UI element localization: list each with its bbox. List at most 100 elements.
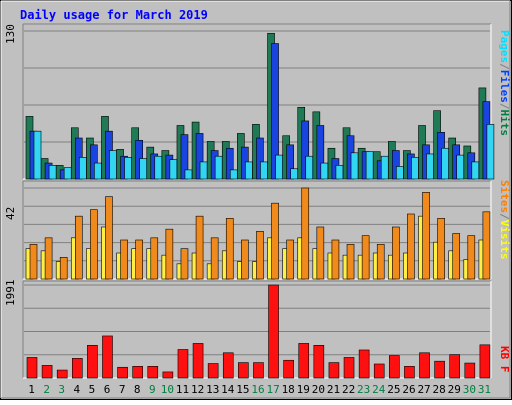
bar-sites xyxy=(437,218,445,280)
bar-pages xyxy=(411,157,419,180)
bar-files xyxy=(195,133,204,180)
x-tick-label: 31 xyxy=(478,383,491,396)
bar-kb-f xyxy=(192,343,204,379)
bar-pages xyxy=(335,165,344,180)
bar-pages xyxy=(139,158,147,180)
bar-sites xyxy=(482,211,491,280)
x-tick-label: 12 xyxy=(191,383,204,396)
bar-kb-f xyxy=(389,355,400,379)
panel-visits-sites: 42 Sites/Visits xyxy=(4,180,511,280)
bar-pages xyxy=(94,162,102,180)
bar-sites xyxy=(316,226,325,280)
bar-kb-f xyxy=(162,371,174,379)
bar-kb-f xyxy=(87,345,98,379)
bar-pages xyxy=(275,154,283,180)
bar-files xyxy=(256,137,264,180)
bar-kb-f xyxy=(177,349,189,379)
bar-kb-f xyxy=(373,363,385,379)
bar-kb-f xyxy=(313,345,325,379)
y-max-label: 130 xyxy=(4,24,17,44)
bar-sites xyxy=(210,237,219,280)
x-tick-label: 1 xyxy=(28,383,35,396)
bar-files xyxy=(225,147,234,180)
bar-sites xyxy=(301,187,310,280)
x-tick-label: 2 xyxy=(43,383,50,396)
bar-sites xyxy=(225,218,234,280)
bar-kb-f xyxy=(479,344,491,379)
panel-plot-area xyxy=(23,281,491,378)
bar-sites xyxy=(29,244,38,280)
bar-sites xyxy=(392,226,400,280)
legend-entry: KB F xyxy=(498,346,511,373)
bar-sites xyxy=(135,239,143,280)
bar-pages xyxy=(290,168,298,180)
bar-pages xyxy=(154,155,163,180)
bar-sites xyxy=(361,235,370,280)
bar-files xyxy=(90,144,98,180)
panel-bars xyxy=(26,284,491,379)
chart-panels: 130 Pages/Files/Hits42Sites/Visits1991KB … xyxy=(4,23,511,379)
bar-kb-f xyxy=(419,352,430,379)
bar-kb-f xyxy=(298,343,310,379)
bar-pages xyxy=(199,161,208,180)
x-tick-label: 4 xyxy=(74,383,81,396)
bar-pages xyxy=(441,147,449,180)
bar-sites xyxy=(256,231,264,280)
bar-pages xyxy=(260,161,268,180)
x-tick-label: 27 xyxy=(417,383,430,396)
bar-pages xyxy=(78,157,87,180)
x-tick-label: 19 xyxy=(297,383,310,396)
bar-kb-f xyxy=(222,352,234,379)
legend-entry: Visits xyxy=(498,220,511,260)
bar-pages xyxy=(365,151,374,180)
x-tick-label: 25 xyxy=(387,383,400,396)
x-tick-label: 18 xyxy=(282,383,295,396)
x-tick-label: 30 xyxy=(463,383,476,396)
legend-separator: / xyxy=(498,103,511,110)
bar-pages xyxy=(169,159,178,180)
x-tick-label: 29 xyxy=(448,383,461,396)
bar-pages xyxy=(33,130,42,180)
x-tick-label: 8 xyxy=(134,383,141,396)
bar-kb-f xyxy=(117,366,128,379)
x-tick-label: 22 xyxy=(342,383,355,396)
bar-sites xyxy=(241,239,249,280)
x-axis-labels: 1 2 3 4 5 6 7 8 9 10 11 12 13 14 15 16 17 18 19 20 21 22 23 24 2… xyxy=(28,383,491,396)
bar-files xyxy=(316,125,325,180)
bar-sites xyxy=(74,215,83,280)
panel-legend: KB F xyxy=(498,346,511,373)
bar-pages xyxy=(109,150,117,180)
bar-sites xyxy=(195,215,204,280)
x-tick-label: 9 xyxy=(149,383,156,396)
x-tick-label: 6 xyxy=(104,383,111,396)
bar-pages xyxy=(456,154,465,180)
bar-sites xyxy=(467,235,476,280)
bar-kb-f xyxy=(283,359,294,379)
bar-sites xyxy=(286,239,294,280)
bar-kb-f xyxy=(404,366,415,379)
bar-kb-f xyxy=(207,363,219,379)
bar-sites xyxy=(59,257,68,280)
x-tick-label: 13 xyxy=(206,383,219,396)
panel-bars xyxy=(25,187,491,280)
x-tick-label: 14 xyxy=(221,383,235,396)
bar-pages xyxy=(63,167,72,180)
x-tick-label: 23 xyxy=(357,383,370,396)
bar-pages xyxy=(350,152,359,180)
bar-pages xyxy=(48,165,57,180)
bar-pages xyxy=(124,157,132,180)
panel-bars xyxy=(25,32,495,180)
bar-kb-f xyxy=(238,362,249,379)
bar-files xyxy=(301,120,310,180)
bar-sites xyxy=(180,248,189,280)
legend-separator: / xyxy=(498,63,511,70)
bar-kb-f xyxy=(56,369,68,379)
bar-sites xyxy=(120,239,128,280)
bar-pages xyxy=(214,155,223,180)
bar-kb-f xyxy=(328,362,340,379)
bar-sites xyxy=(105,196,113,280)
x-tick-label: 26 xyxy=(402,383,415,396)
x-tick-label: 11 xyxy=(176,383,189,396)
